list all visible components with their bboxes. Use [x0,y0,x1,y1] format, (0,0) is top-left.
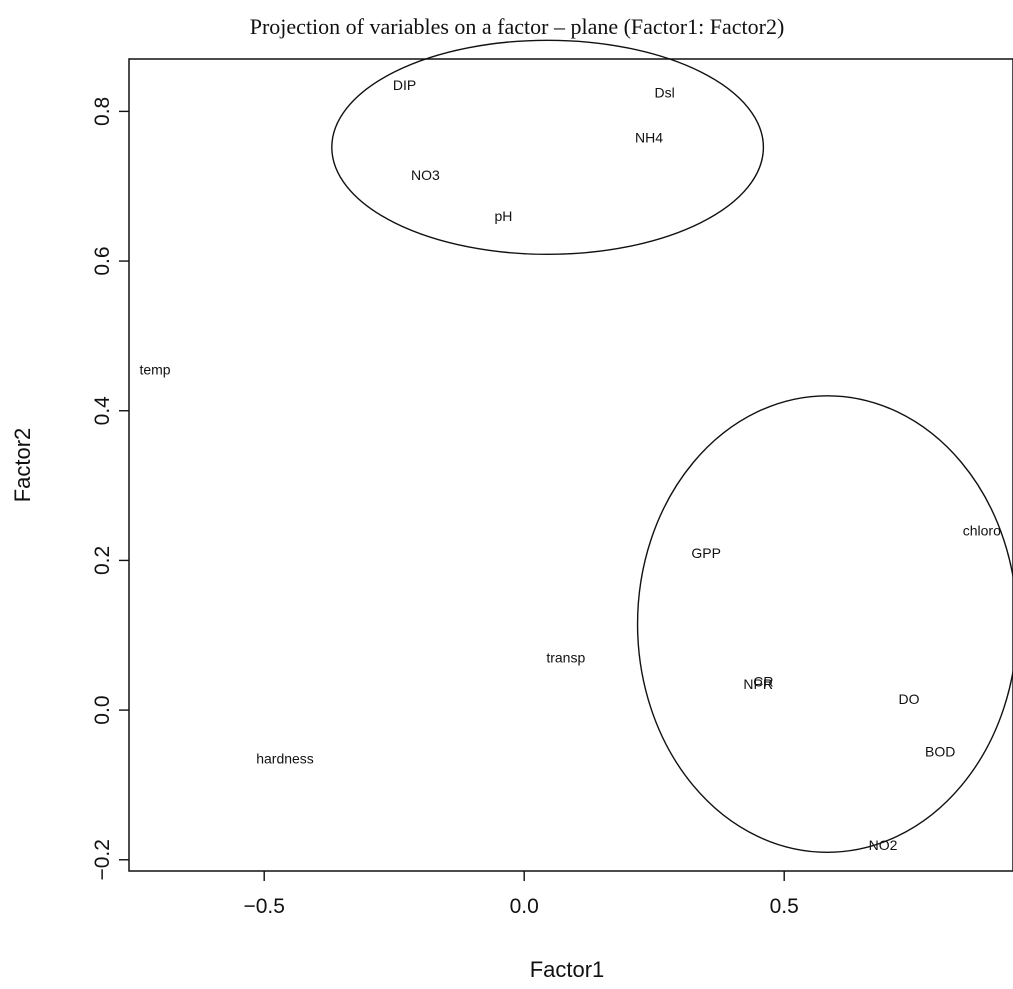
point-label-npr: NPR [743,676,773,692]
cluster-ellipse-2 [636,395,1013,853]
y-tick-label: −0.2 [91,839,114,880]
x-tick-label: 0.5 [770,895,799,918]
point-label-no2: NO2 [869,837,898,853]
point-label-bod: BOD [925,743,955,759]
point-label-transp: transp [546,650,585,666]
y-axis: −0.2 0.0 0.2 0.4 0.6 0.8 [91,97,129,881]
point-label-chloro: chloro [963,522,1001,538]
x-axis: −0.5 0.0 0.5 [243,871,799,918]
x-axis-label: Factor1 [530,957,605,982]
y-tick-label: 0.2 [91,546,114,575]
y-tick-label: 0.4 [91,396,114,426]
point-label-temp: temp [139,362,170,378]
cluster-ellipse-1 [331,39,765,256]
y-tick-label: 0.8 [91,97,114,126]
chart-title: Projection of variables on a factor – pl… [250,14,785,39]
cluster-ellipses [331,39,1013,853]
y-tick-label: 0.6 [91,246,114,275]
point-label-no3: NO3 [411,167,440,183]
point-label-dsl: Dsl [654,85,674,101]
point-label-dip: DIP [393,77,416,93]
point-label-do: DO [899,691,920,707]
x-tick-label: 0.0 [510,895,539,918]
point-label-ph: pH [494,208,512,224]
point-label-cr: CR [753,674,773,690]
y-tick-label: 0.0 [91,695,114,724]
point-label-hardness: hardness [256,751,314,767]
y-axis-label: Factor2 [10,428,35,503]
point-label-nh4: NH4 [635,130,663,146]
plot-frame [128,58,1013,872]
x-tick-label: −0.5 [243,895,284,918]
point-label-gpp: GPP [691,545,721,561]
